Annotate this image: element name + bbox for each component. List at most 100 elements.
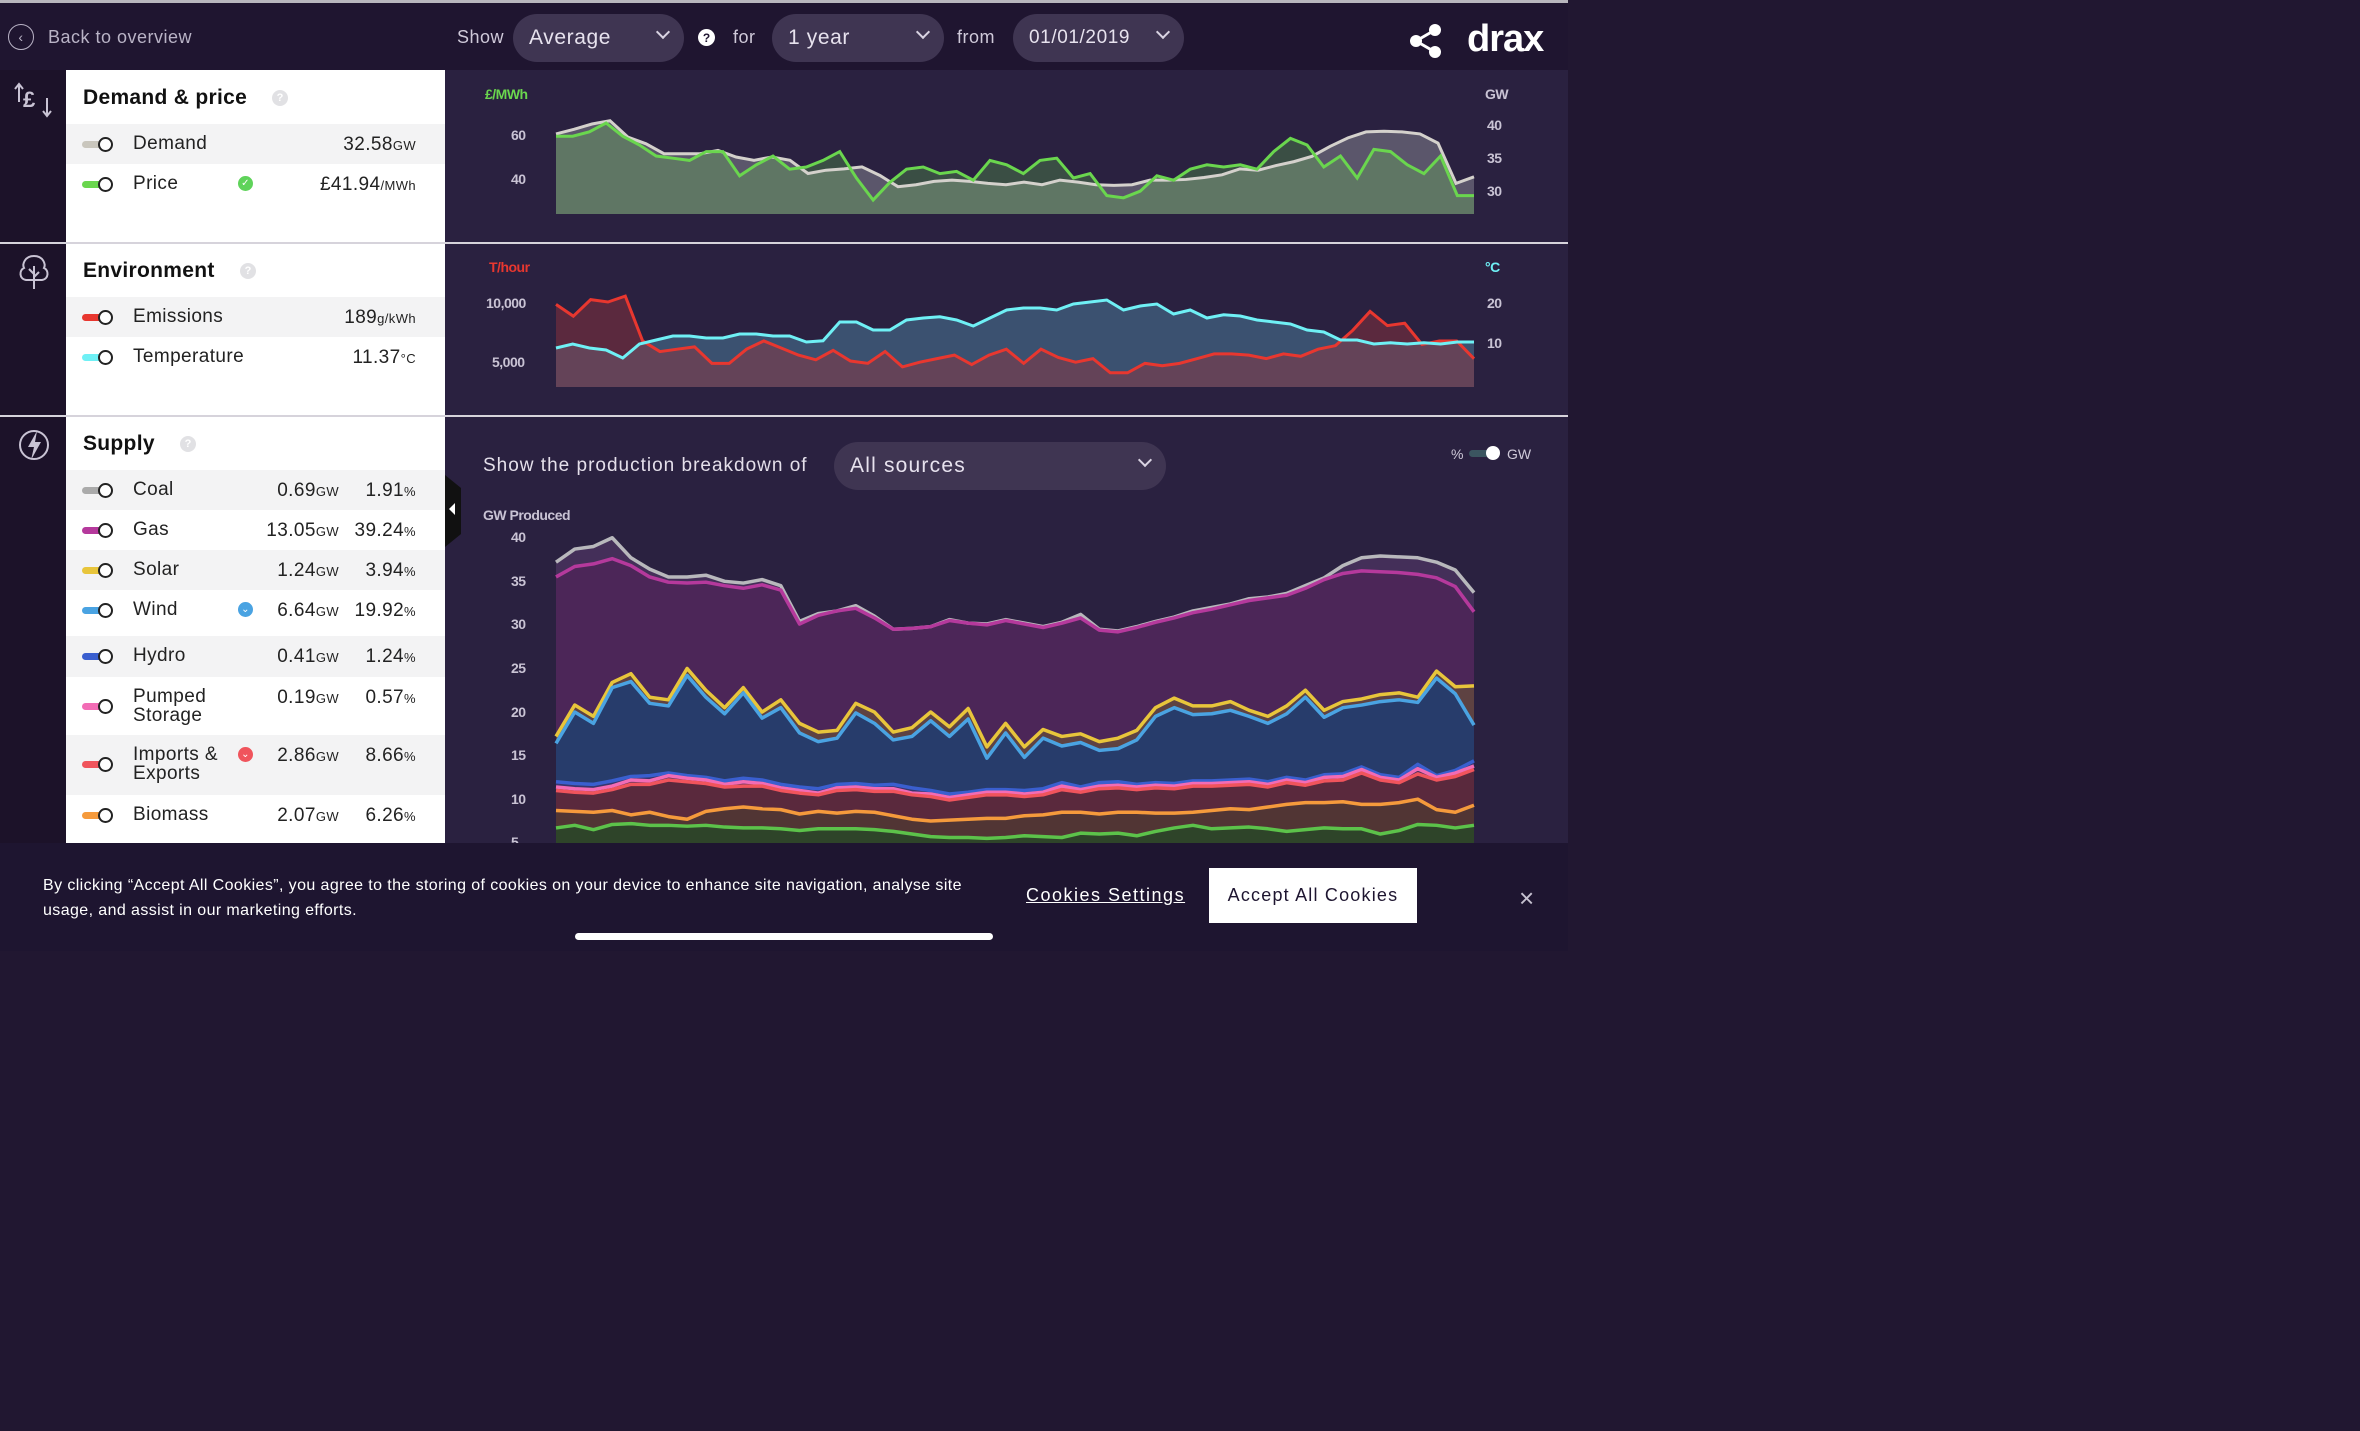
chevron-down-badge-icon[interactable]: ⌄: [238, 747, 253, 762]
chevron-down-badge-icon[interactable]: ⌄: [238, 602, 253, 617]
series-toggle[interactable]: [82, 808, 114, 823]
gw-value: 2.86GW: [277, 745, 339, 767]
toggle-track: [82, 653, 106, 660]
share-icon[interactable]: [1407, 22, 1445, 60]
price-row[interactable]: Price ✓ £41.94/MWh: [66, 164, 445, 204]
period-select[interactable]: 1 year: [772, 14, 944, 62]
gw-unit: GW: [315, 749, 339, 764]
panel-title: Environment: [83, 259, 215, 282]
series-toggle[interactable]: [82, 563, 114, 578]
tick-label: 5: [511, 834, 519, 850]
chevron-down-icon: [1155, 24, 1171, 40]
toggle-track: [82, 354, 106, 361]
toggle-knob: [98, 563, 113, 578]
toggle-track: [82, 314, 106, 321]
tick-label: 30: [511, 616, 526, 632]
help-icon[interactable]: ?: [698, 29, 715, 46]
supply-row-biomass[interactable]: Biomass 2.07GW 6.26%: [66, 795, 445, 835]
gw-unit: GW: [315, 650, 339, 665]
show-select[interactable]: Average: [513, 14, 684, 62]
chevron-down-badge-icon[interactable]: ✓: [238, 176, 253, 191]
panel-title: Supply: [83, 432, 155, 455]
toggle-knob: [98, 177, 113, 192]
help-icon[interactable]: ?: [240, 263, 256, 279]
demand-area: [556, 120, 1474, 214]
emissions-area: [556, 296, 1474, 387]
gw-unit: GW: [315, 604, 339, 619]
emissions-row[interactable]: Emissions 189g/kWh: [66, 297, 445, 337]
demand-price-panel: Demand & price ? Demand 32.58GW Price ✓ …: [66, 70, 445, 242]
period-select-value: 1 year: [788, 26, 850, 49]
close-icon[interactable]: ×: [1519, 883, 1535, 913]
series-toggle[interactable]: [82, 699, 114, 714]
cookie-text: By clicking “Accept All Cookies”, you ag…: [43, 877, 962, 919]
right-axis-label: °C: [1485, 259, 1500, 275]
supply-row-coal[interactable]: Coal 0.69GW 1.91%: [66, 470, 445, 510]
percent-value: 3.94%: [365, 560, 416, 582]
demand-row[interactable]: Demand 32.58GW: [66, 124, 445, 164]
percent-value: 0.57%: [365, 687, 416, 709]
series-toggle[interactable]: [82, 137, 114, 152]
environment-chart-area: [445, 244, 1568, 415]
percent-unit: %: [404, 604, 416, 619]
help-icon[interactable]: ?: [180, 436, 196, 452]
row-label: Biomass: [133, 804, 209, 825]
back-to-overview-link[interactable]: ‹ Back to overview: [8, 24, 192, 50]
right-axis-label: GW: [1485, 86, 1509, 102]
value-number: 11.37: [352, 347, 401, 368]
date-select[interactable]: 01/01/2019: [1013, 14, 1184, 62]
home-indicator: [575, 933, 993, 940]
gw-number: 0.19: [277, 687, 316, 708]
row-label: Gas: [133, 519, 170, 540]
temperature-row[interactable]: Temperature 11.37°C: [66, 337, 445, 377]
percent-number: 1.91: [365, 480, 405, 501]
toggle-track: [82, 812, 106, 819]
series-toggle[interactable]: [82, 523, 114, 538]
row-label: Temperature: [133, 346, 245, 367]
gw-unit: GW: [315, 564, 339, 579]
unit-toggle[interactable]: [1469, 446, 1501, 460]
supply-row-gas[interactable]: Gas 13.05GW 39.24%: [66, 510, 445, 550]
wind-line: [554, 673, 1476, 760]
toggle-knob: [98, 757, 113, 772]
series-toggle[interactable]: [82, 483, 114, 498]
temperature-area: [556, 300, 1474, 387]
cookies-settings-link[interactable]: Cookies Settings: [1026, 885, 1186, 905]
series-toggle[interactable]: [82, 177, 114, 192]
supply-row-imports-exports[interactable]: Imports & Exports ⌄ 2.86GW 8.66%: [66, 735, 445, 795]
supply-row-pumped-storage[interactable]: Pumped Storage 0.19GW 0.57%: [66, 677, 445, 735]
series-toggle[interactable]: [82, 310, 114, 325]
drax-logo[interactable]: drax: [1467, 18, 1544, 60]
percent-value: 39.24%: [354, 520, 416, 542]
tick-label: 10: [1487, 335, 1502, 351]
supply-row-wind[interactable]: Wind ⌄ 6.64GW 19.92%: [66, 590, 445, 636]
toggle-track: [82, 527, 106, 534]
y-axis-label: GW Produced: [483, 507, 571, 523]
top-divider: [0, 0, 1568, 3]
toggle-track: [82, 607, 106, 614]
series-toggle[interactable]: [82, 603, 114, 618]
accept-all-cookies-button[interactable]: Accept All Cookies: [1209, 868, 1417, 923]
gw-value: 13.05GW: [266, 520, 339, 542]
series-toggle[interactable]: [82, 757, 114, 772]
supply-row-solar[interactable]: Solar 1.24GW 3.94%: [66, 550, 445, 590]
supply-row-hydro[interactable]: Hydro 0.41GW 1.24%: [66, 636, 445, 677]
gw-value: 0.41GW: [277, 646, 339, 668]
value-unit: °C: [400, 351, 416, 366]
help-icon[interactable]: ?: [272, 90, 288, 106]
tick-label: 25: [511, 660, 526, 676]
series-toggle[interactable]: [82, 649, 114, 664]
row-label: Pumped Storage: [133, 686, 207, 726]
gw-number: 6.64: [277, 600, 316, 621]
tick-label: 10: [511, 791, 526, 807]
series-toggle[interactable]: [82, 350, 114, 365]
percent-number: 8.66: [365, 745, 405, 766]
date-select-value: 01/01/2019: [1029, 27, 1131, 48]
collapse-panel-handle[interactable]: [445, 475, 461, 547]
nuclear-line: [555, 821, 1475, 841]
temperature-line: [555, 298, 1474, 360]
price-line: [556, 121, 1474, 203]
breakdown-select[interactable]: All sources: [834, 442, 1166, 490]
gw-unit: GW: [315, 691, 339, 706]
value-number: £41.94: [319, 174, 381, 195]
